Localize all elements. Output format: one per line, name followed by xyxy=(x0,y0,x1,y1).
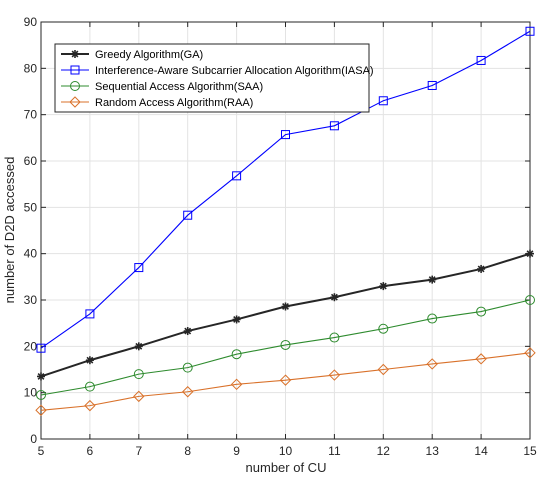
data-point xyxy=(183,327,192,336)
y-tick-label: 0 xyxy=(30,432,37,446)
y-tick-label: 40 xyxy=(24,247,38,261)
legend-marker xyxy=(71,50,79,58)
data-point xyxy=(36,389,46,400)
data-point xyxy=(476,306,487,317)
legend-label: Greedy Algorithm(GA) xyxy=(95,49,203,61)
data-point xyxy=(232,315,241,324)
x-tick-label: 7 xyxy=(135,444,142,458)
data-point xyxy=(281,130,290,140)
data-point xyxy=(281,302,290,311)
x-tick-label: 10 xyxy=(279,444,293,458)
data-point xyxy=(427,80,437,90)
data-point xyxy=(232,171,242,181)
x-axis-label: number of CU xyxy=(246,460,327,475)
series-line xyxy=(40,299,531,396)
legend: Greedy Algorithm(GA) Interference-Aware S… xyxy=(54,43,374,113)
data-point xyxy=(475,353,487,365)
data-point xyxy=(329,121,339,131)
data-point xyxy=(378,323,389,334)
data-point xyxy=(182,362,193,373)
data-point xyxy=(280,339,291,350)
y-tick-label: 70 xyxy=(24,108,38,122)
legend-label: Random Access Algorithm(RAA) xyxy=(95,97,253,109)
x-tick-label: 13 xyxy=(426,444,440,458)
data-point xyxy=(526,249,534,258)
data-point xyxy=(328,369,341,381)
x-tick-label: 8 xyxy=(184,444,191,458)
x-tick-label: 5 xyxy=(38,444,45,458)
data-point xyxy=(85,356,94,365)
series-line xyxy=(40,352,531,411)
data-point xyxy=(427,313,438,324)
data-point xyxy=(330,293,339,302)
data-point xyxy=(477,264,486,273)
series-layer xyxy=(35,26,536,416)
legend-label: Sequential Access Algorithm(SAA) xyxy=(95,81,263,93)
series-1 xyxy=(36,26,535,353)
data-point xyxy=(133,390,145,403)
legend-marker xyxy=(70,65,80,75)
data-point xyxy=(426,358,438,370)
y-tick-label: 30 xyxy=(24,293,38,307)
data-point xyxy=(36,343,46,353)
data-point xyxy=(133,369,144,380)
x-tick-label: 12 xyxy=(377,444,391,458)
axes: 5 6 7 8 9 10 11 12 13 14 15 0 10 20 30 40 50 60 70 80 90 xyxy=(24,15,537,458)
data-point xyxy=(329,332,340,343)
series-0 xyxy=(37,249,534,381)
data-point xyxy=(84,399,96,412)
data-point xyxy=(183,210,193,220)
data-point xyxy=(525,26,535,36)
data-point xyxy=(230,378,243,391)
legend-box xyxy=(54,43,370,113)
x-tick-label: 11 xyxy=(328,444,341,458)
data-point xyxy=(377,363,390,376)
y-tick-label: 80 xyxy=(24,61,38,75)
x-tick-label: 15 xyxy=(523,444,537,458)
data-point xyxy=(378,96,388,106)
series-3 xyxy=(35,347,536,416)
data-point xyxy=(134,263,144,273)
data-point xyxy=(428,275,437,284)
y-tick-label: 50 xyxy=(24,200,38,214)
data-point xyxy=(134,342,143,351)
data-point xyxy=(279,374,292,386)
data-point xyxy=(231,349,242,360)
data-point xyxy=(524,347,536,359)
data-point xyxy=(476,55,486,65)
x-tick-label: 6 xyxy=(87,444,94,458)
series-line xyxy=(40,30,531,349)
legend-marker xyxy=(70,81,80,91)
legend-label: Interference-Aware Subcarrier Allocation… xyxy=(95,65,374,77)
y-tick-label: 20 xyxy=(24,339,38,353)
x-tick-label: 14 xyxy=(474,444,488,458)
y-tick-label: 90 xyxy=(24,15,38,29)
data-point xyxy=(37,372,45,381)
data-point xyxy=(84,381,95,392)
data-point xyxy=(35,404,47,416)
series-2 xyxy=(36,295,535,400)
y-tick-label: 10 xyxy=(24,386,38,400)
data-point xyxy=(181,386,194,398)
data-point xyxy=(379,282,388,291)
data-point xyxy=(85,309,95,319)
legend-marker xyxy=(69,96,81,108)
data-point xyxy=(525,295,535,305)
y-tick-label: 60 xyxy=(24,154,38,168)
x-tick-label: 9 xyxy=(233,444,240,458)
y-axis-label: number of D2D accessed xyxy=(2,157,17,304)
